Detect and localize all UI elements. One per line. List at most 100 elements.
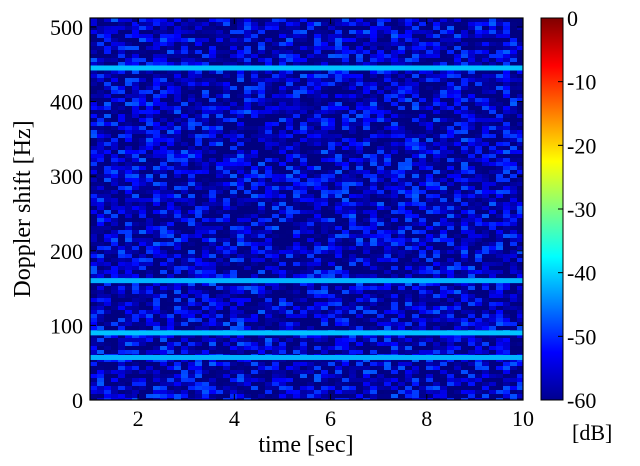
noise-cell	[377, 146, 384, 150]
noise-cell	[356, 38, 363, 42]
noise-cell	[356, 186, 363, 190]
noise-cell	[447, 190, 454, 194]
noise-cell	[384, 230, 391, 234]
noise-cell	[195, 62, 202, 66]
noise-cell	[230, 70, 237, 74]
noise-cell	[209, 242, 216, 246]
noise-cell	[328, 194, 335, 198]
noise-cell	[349, 26, 356, 30]
noise-cell	[146, 94, 153, 98]
noise-cell	[433, 174, 440, 178]
noise-cell	[216, 166, 223, 170]
noise-cell	[90, 202, 97, 206]
noise-cell	[405, 162, 412, 166]
noise-cell	[202, 218, 209, 222]
noise-cell	[503, 238, 510, 242]
noise-cell	[251, 126, 258, 130]
noise-cell	[97, 122, 104, 126]
noise-cell	[503, 314, 510, 318]
noise-cell	[398, 334, 405, 338]
noise-cell	[405, 190, 412, 194]
noise-cell	[202, 122, 209, 126]
noise-cell	[454, 254, 461, 258]
noise-cell	[265, 118, 272, 122]
noise-cell	[328, 302, 335, 306]
noise-cell	[132, 46, 139, 50]
noise-cell	[125, 246, 132, 250]
noise-cell	[426, 214, 433, 218]
noise-cell	[181, 282, 188, 286]
noise-cell	[475, 290, 482, 294]
noise-cell	[496, 170, 503, 174]
noise-cell	[412, 334, 419, 338]
noise-cell	[510, 134, 517, 138]
noise-cell	[398, 62, 405, 66]
noise-cell	[104, 166, 111, 170]
noise-cell	[328, 334, 335, 338]
noise-cell	[293, 334, 300, 338]
noise-cell	[307, 186, 314, 190]
noise-cell	[97, 270, 104, 274]
noise-cell	[223, 58, 230, 62]
noise-cell	[510, 214, 517, 218]
noise-cell	[440, 146, 447, 150]
noise-cell	[111, 170, 118, 174]
noise-cell	[468, 186, 475, 190]
noise-cell	[517, 30, 523, 34]
noise-cell	[223, 194, 230, 198]
noise-cell	[167, 146, 174, 150]
noise-cell	[475, 254, 482, 258]
noise-cell	[111, 302, 118, 306]
noise-cell	[412, 130, 419, 134]
noise-cell	[181, 190, 188, 194]
noise-cell	[118, 234, 125, 238]
noise-cell	[307, 18, 314, 22]
noise-cell	[398, 90, 405, 94]
noise-cell	[195, 18, 202, 22]
noise-cell	[223, 74, 230, 78]
noise-cell	[496, 242, 503, 246]
noise-cell	[314, 214, 321, 218]
noise-cell	[258, 182, 265, 186]
noise-cell	[97, 74, 104, 78]
noise-cell	[384, 38, 391, 42]
noise-cell	[342, 30, 349, 34]
noise-cell	[209, 106, 216, 110]
noise-cell	[244, 58, 251, 62]
noise-cell	[272, 170, 279, 174]
noise-cell	[160, 18, 167, 22]
noise-cell	[174, 246, 181, 250]
noise-cell	[181, 118, 188, 122]
noise-cell	[188, 154, 195, 158]
noise-cell	[496, 150, 503, 154]
noise-cell	[167, 246, 174, 250]
noise-cell	[251, 250, 258, 254]
noise-cell	[286, 118, 293, 122]
noise-cell	[510, 190, 517, 194]
noise-cell	[377, 130, 384, 134]
noise-cell	[125, 210, 132, 214]
noise-cell	[391, 118, 398, 122]
noise-cell	[188, 18, 195, 22]
noise-cell	[216, 26, 223, 30]
noise-cell	[111, 110, 118, 114]
noise-cell	[160, 134, 167, 138]
noise-cell	[237, 334, 244, 338]
noise-cell	[293, 158, 300, 162]
noise-cell	[342, 150, 349, 154]
noise-cell	[118, 286, 125, 290]
noise-cell	[118, 186, 125, 190]
noise-cell	[132, 126, 139, 130]
noise-cell	[146, 102, 153, 106]
noise-cell	[517, 34, 523, 38]
noise-cell	[244, 82, 251, 86]
noise-cell	[377, 134, 384, 138]
noise-cell	[454, 126, 461, 130]
noise-cell	[265, 58, 272, 62]
noise-cell	[223, 162, 230, 166]
noise-cell	[433, 74, 440, 78]
noise-cell	[328, 154, 335, 158]
noise-cell	[482, 150, 489, 154]
noise-cell	[258, 22, 265, 26]
noise-cell	[461, 98, 468, 102]
